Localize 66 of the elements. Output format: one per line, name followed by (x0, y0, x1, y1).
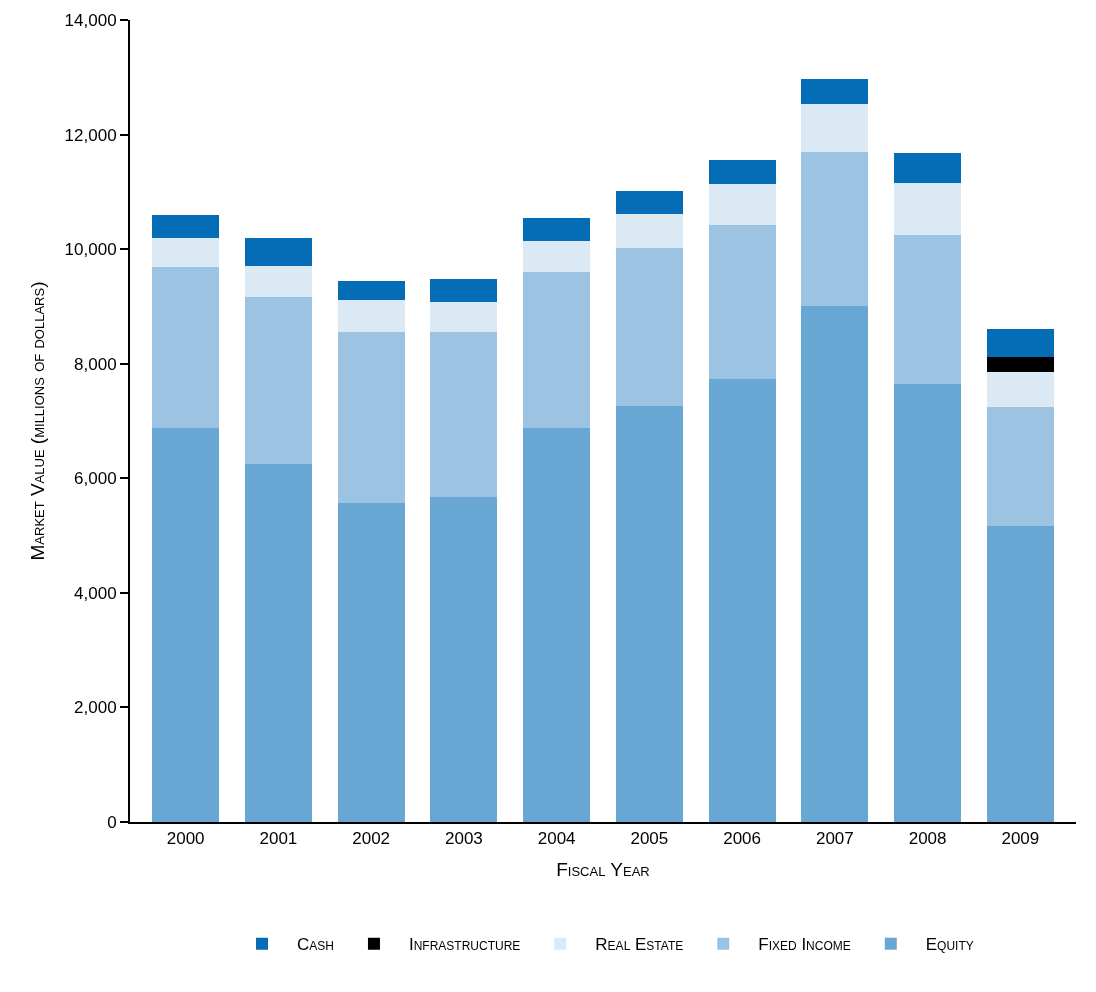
x-tick-label: 2007 (815, 829, 854, 849)
bar (337, 331, 405, 503)
bar (986, 526, 1054, 822)
bar (615, 191, 683, 214)
y-tick-label: 0 (107, 812, 117, 832)
x-tick-label: 2009 (1001, 829, 1040, 849)
x-axis-title: Fiscal Year (556, 858, 650, 880)
bar (894, 153, 961, 184)
y-tick-label: 12,000 (64, 125, 117, 145)
y-tick-label: 8,000 (74, 354, 117, 374)
bar (801, 151, 869, 307)
bar (708, 159, 776, 185)
bar (894, 383, 961, 822)
x-tick-label: 2005 (630, 829, 669, 849)
y-tick-label: 14,000 (64, 10, 117, 30)
bar (986, 406, 1054, 527)
x-tick-label: 2006 (723, 829, 762, 849)
bar (523, 428, 591, 822)
bar (337, 502, 405, 822)
bar (708, 224, 776, 380)
legend-label: Infrastructure (408, 935, 521, 955)
bar (430, 278, 498, 303)
legend-label: Cash (297, 935, 334, 955)
bar (152, 428, 220, 822)
bar (337, 280, 405, 300)
bar (337, 299, 405, 332)
y-tick-label: 4,000 (74, 583, 117, 603)
bar (801, 103, 869, 152)
bar (615, 248, 683, 406)
bar (801, 306, 869, 822)
y-tick-label: 10,000 (64, 240, 117, 260)
legend-label: Real Estate (595, 935, 684, 955)
bar (523, 240, 591, 273)
bar (986, 329, 1054, 358)
bar (894, 235, 961, 384)
bar (245, 463, 312, 822)
legend-label: Equity (925, 935, 974, 955)
bar (708, 379, 776, 822)
bar (430, 331, 498, 498)
bar (615, 213, 683, 248)
bar (708, 184, 776, 225)
bar (986, 357, 1054, 373)
y-axis-title: Market Value (millions of dollars) (26, 281, 48, 561)
bar (245, 297, 312, 464)
y-tick-label: 2,000 (74, 698, 117, 718)
bar (152, 237, 220, 267)
x-tick-label: 2002 (352, 829, 391, 849)
bar (523, 217, 591, 241)
bar (523, 272, 591, 429)
x-tick-label: 2004 (537, 829, 576, 849)
bar (152, 266, 220, 429)
bar (615, 405, 683, 822)
x-tick-label: 2008 (908, 829, 947, 849)
x-tick-label: 2001 (259, 829, 298, 849)
bar (245, 238, 312, 266)
bar (245, 265, 312, 298)
bar (801, 79, 869, 104)
bar (430, 302, 498, 332)
bar (430, 497, 498, 822)
x-tick-label: 2000 (166, 829, 205, 849)
y-tick-label: 6,000 (74, 469, 117, 489)
bar (152, 214, 220, 238)
x-tick-label: 2003 (444, 829, 483, 849)
bar (894, 183, 961, 236)
bar (986, 372, 1054, 407)
legend-label: Fixed Income (758, 935, 851, 955)
